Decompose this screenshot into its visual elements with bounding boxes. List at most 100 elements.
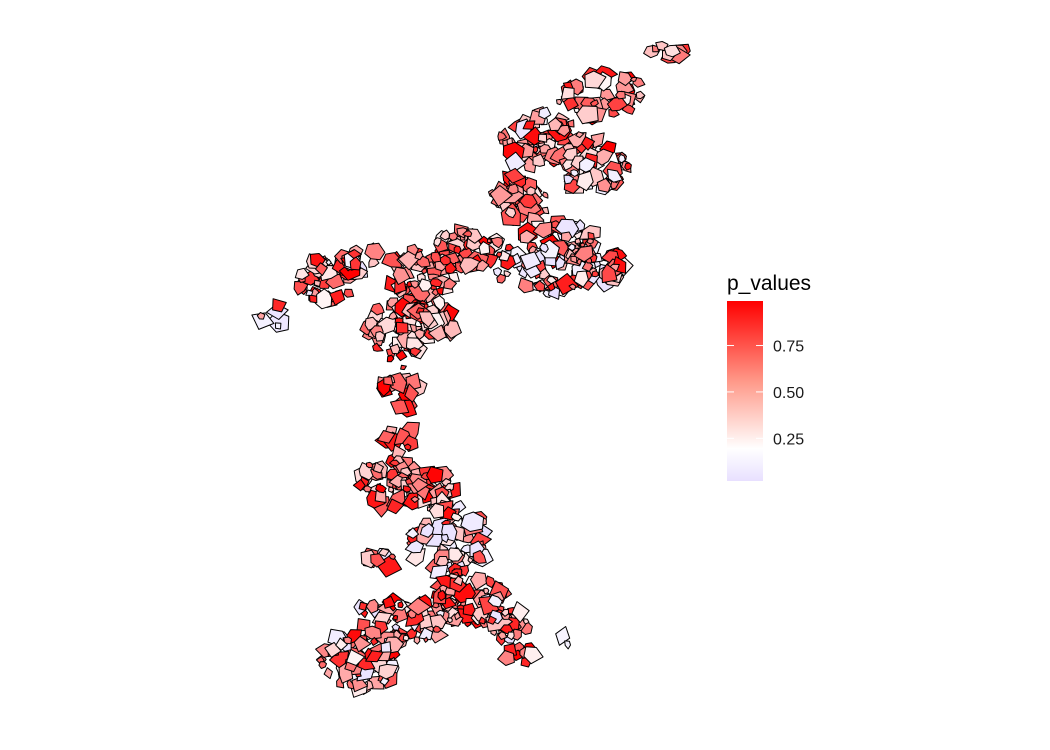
map-parcel — [472, 549, 487, 564]
map-parcel — [556, 98, 563, 106]
map-parcel — [453, 575, 464, 587]
map-parcel — [400, 364, 407, 371]
map-parcel — [447, 617, 453, 624]
map-parcel — [392, 266, 411, 285]
map-parcel — [329, 289, 346, 306]
map-parcel — [315, 262, 328, 276]
map-parcel — [375, 331, 386, 342]
map-parcel — [363, 485, 372, 493]
color-legend: p_values 0.75 0.50 0.25 — [727, 272, 811, 481]
map-parcel — [519, 193, 538, 209]
map-parcel — [444, 261, 457, 275]
map-parcel — [624, 162, 632, 171]
map-parcel — [414, 328, 425, 340]
map-parcel — [567, 119, 575, 128]
map-parcel — [504, 243, 514, 252]
map-parcel — [392, 614, 399, 621]
map-parcel — [496, 273, 506, 284]
map-parcel — [390, 398, 410, 415]
map-parcel — [574, 237, 582, 245]
map-parcel — [364, 242, 386, 261]
map-parcel — [313, 279, 321, 287]
map-parcel — [504, 207, 517, 219]
map-parcel — [517, 277, 534, 294]
map-parcel — [377, 430, 396, 444]
map-parcel — [538, 106, 552, 120]
map-parcel — [431, 602, 440, 609]
map-parcel — [414, 250, 424, 261]
map-parcel — [470, 571, 488, 591]
map-parcel — [374, 490, 387, 503]
map-parcel — [570, 169, 579, 177]
map-parcel — [372, 342, 384, 352]
map-parcel — [523, 618, 530, 625]
map-parcel — [570, 255, 578, 264]
map-parcel — [383, 376, 394, 386]
map-parcel — [353, 635, 372, 653]
legend-colorbar — [727, 301, 763, 481]
legend-tick-label: 0.75 — [773, 339, 804, 356]
map-parcel — [418, 627, 433, 641]
map-parcel — [450, 512, 463, 522]
map-parcel — [542, 191, 549, 199]
map-parcel — [352, 479, 366, 492]
map-parcel — [426, 466, 444, 484]
map-parcel — [404, 383, 419, 403]
map-parcel — [537, 133, 548, 143]
map-parcel — [548, 117, 563, 132]
map-parcel — [432, 625, 442, 633]
map-parcel — [443, 277, 457, 290]
map-parcel — [349, 256, 362, 271]
map-parcel — [335, 637, 348, 651]
map-parcel — [428, 278, 443, 287]
map-parcel — [358, 601, 368, 611]
map-parcel — [615, 90, 626, 100]
map-parcel — [586, 238, 594, 245]
map-parcel — [323, 667, 333, 680]
map-parcel — [561, 231, 573, 242]
map-parcel — [497, 131, 507, 141]
map-parcel — [441, 533, 449, 543]
map-parcel — [467, 556, 474, 564]
map-parcel — [428, 502, 445, 519]
map-parcel — [389, 459, 401, 467]
map-parcel — [591, 270, 599, 278]
map-parcel — [386, 498, 405, 515]
map-parcel — [663, 44, 681, 58]
map-parcel — [460, 511, 485, 532]
legend-ticks: 0.75 0.50 0.25 — [727, 339, 804, 448]
map-parcel — [618, 154, 626, 164]
map-parcel — [587, 231, 595, 240]
map-parcel — [418, 311, 435, 328]
map-parcel — [318, 661, 327, 669]
map-parcel — [403, 443, 412, 451]
map-parcel — [364, 625, 382, 640]
map-parcel — [256, 312, 266, 320]
map-parcel — [487, 615, 497, 625]
map-parcel — [475, 259, 490, 272]
map-parcel — [347, 249, 362, 259]
map-parcel — [402, 485, 412, 493]
map-parcel — [573, 245, 594, 263]
map-parcel — [365, 598, 379, 614]
map-parcel — [410, 347, 422, 357]
map-parcel — [396, 321, 409, 334]
map-parcel — [533, 280, 546, 292]
map-parcel — [487, 594, 503, 608]
map-parcel — [372, 462, 384, 474]
map-parcel — [489, 185, 513, 207]
map-parcel — [556, 124, 571, 137]
map-parcel — [293, 281, 309, 296]
map-parcel — [395, 349, 408, 362]
map-parcel — [497, 631, 508, 640]
map-parcel — [504, 151, 527, 175]
map-parcel — [448, 271, 460, 282]
map-parcel — [503, 167, 526, 184]
map-parcel — [601, 263, 618, 284]
map-parcel — [635, 90, 646, 100]
map-parcel — [309, 294, 318, 304]
map-parcel — [478, 241, 491, 255]
map-parcel — [366, 461, 374, 469]
legend-tick-label: 0.50 — [773, 385, 804, 402]
map-parcel — [563, 94, 579, 112]
